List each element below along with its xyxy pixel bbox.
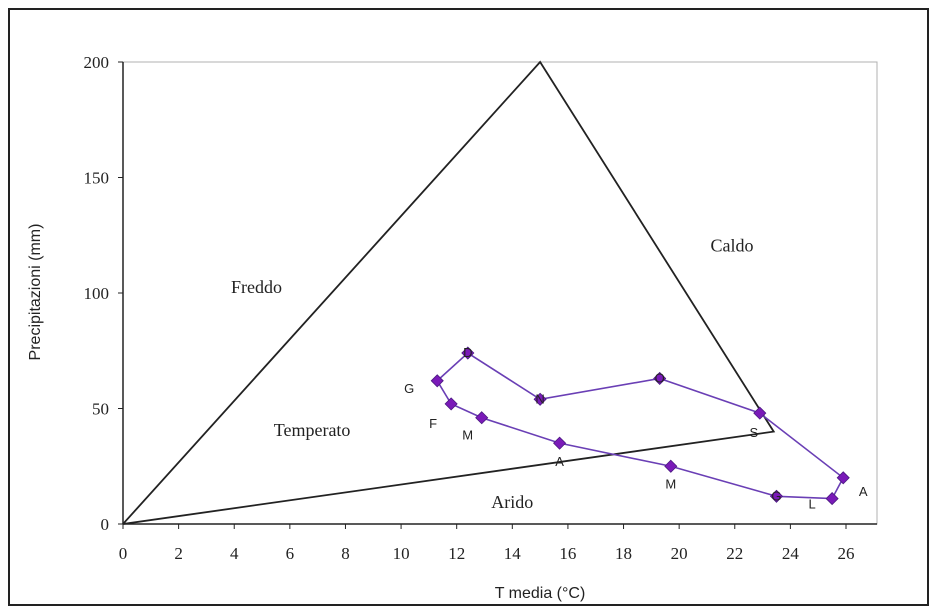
month-label: M xyxy=(462,428,473,443)
x-tick-label: 20 xyxy=(671,544,688,563)
x-tick-label: 26 xyxy=(838,544,855,563)
region-label-freddo: Freddo xyxy=(231,277,282,297)
y-tick-label: 0 xyxy=(101,515,110,534)
x-tick-label: 14 xyxy=(504,544,522,563)
month-label: N xyxy=(535,391,544,406)
region-label-caldo: Caldo xyxy=(710,235,753,255)
region-boundaries xyxy=(122,60,776,525)
x-tick-label: 2 xyxy=(174,544,183,563)
month-label: A xyxy=(859,484,868,499)
x-tick-label: 8 xyxy=(341,544,350,563)
data-point xyxy=(533,392,547,406)
y-tick-label: 200 xyxy=(84,53,110,72)
x-tick-label: 18 xyxy=(615,544,632,563)
region-label-arido: Arido xyxy=(491,492,533,512)
data-point xyxy=(753,406,767,420)
month-label: G xyxy=(404,381,414,396)
x-tick-label: 10 xyxy=(393,544,410,563)
region-labels: Freddo Temperato Arido Caldo xyxy=(231,235,754,511)
chart-frame xyxy=(8,8,929,606)
x-tick-label: 4 xyxy=(230,544,239,563)
y-tick-label: 100 xyxy=(84,284,110,303)
x-tick-label: 22 xyxy=(726,544,743,563)
month-label: L xyxy=(808,497,815,512)
region-label-temperato: Temperato xyxy=(274,420,351,440)
month-label: D xyxy=(463,345,472,360)
data-point xyxy=(461,346,475,360)
y-tick-label: 150 xyxy=(84,169,110,188)
month-label: F xyxy=(429,416,437,431)
month-label: S xyxy=(749,425,758,440)
data-point xyxy=(836,471,850,485)
data-point xyxy=(769,489,784,503)
x-tick-label: 6 xyxy=(286,544,295,563)
data-point xyxy=(430,374,444,388)
data-point xyxy=(475,411,489,425)
series-line xyxy=(436,352,845,500)
x-axis: 0 2 4 6 8 10 12 14 16 18 20 22 24 26 xyxy=(119,524,855,563)
y-axis-label: Precipitazioni (mm) xyxy=(27,224,44,361)
x-axis-label: T media (°C) xyxy=(495,585,586,602)
y-axis: 0 50 100 150 200 xyxy=(84,53,123,534)
data-point xyxy=(653,371,667,386)
month-label: O xyxy=(655,370,665,385)
data-point xyxy=(553,436,567,450)
x-tick-label: 24 xyxy=(782,544,800,563)
data-point xyxy=(444,397,458,411)
month-label: A xyxy=(555,454,564,469)
x-tick-label: 16 xyxy=(559,544,576,563)
data-point xyxy=(825,492,839,506)
y-tick-label: 50 xyxy=(92,400,109,419)
boundary-triangle xyxy=(122,60,776,525)
x-tick-label: 12 xyxy=(448,544,465,563)
x-tick-label: 0 xyxy=(119,544,128,563)
series-climograph xyxy=(430,346,850,506)
month-label: G xyxy=(771,488,781,503)
month-label: M xyxy=(665,476,676,491)
month-labels: G F M A M G L A S O N D xyxy=(404,345,868,512)
data-point xyxy=(664,459,678,473)
